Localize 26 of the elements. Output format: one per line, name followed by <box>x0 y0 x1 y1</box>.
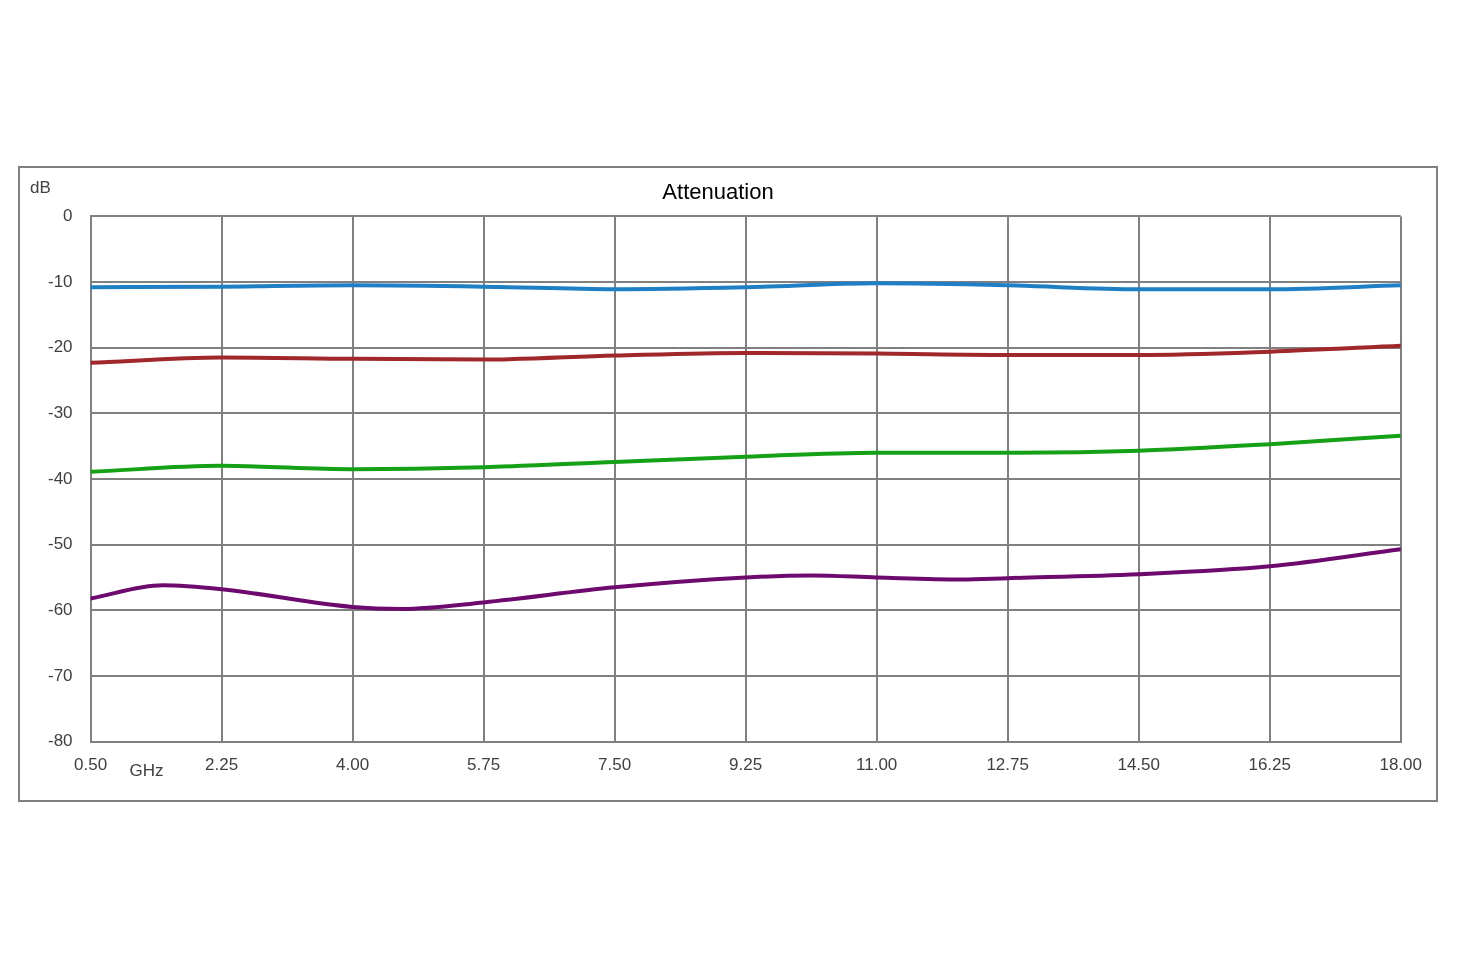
x-axis-title: GHz <box>129 760 164 780</box>
y-tick-label: -60 <box>47 599 73 619</box>
y-tick-label: -70 <box>47 665 73 685</box>
x-tick-label: 11.00 <box>856 755 898 775</box>
y-tick-label: -40 <box>47 468 73 488</box>
line-series <box>90 433 1401 474</box>
y-tick-label: -20 <box>47 337 73 357</box>
y-tick-label: -10 <box>47 271 73 291</box>
line-series <box>90 343 1401 365</box>
y-tick-label: -80 <box>47 731 73 751</box>
y-axis-title: dB <box>30 177 51 197</box>
x-tick-label: 2.25 <box>205 755 239 775</box>
x-tick-label: 4.00 <box>336 755 370 775</box>
x-tick-label: 7.50 <box>598 755 632 775</box>
x-tick-label: 12.75 <box>986 755 1029 775</box>
x-tick-label: 16.25 <box>1248 755 1291 775</box>
x-tick-label: 5.75 <box>467 755 501 775</box>
x-tick-label: 14.50 <box>1117 755 1160 775</box>
x-tick-label: 9.25 <box>729 755 763 775</box>
chart-title: Attenuation <box>662 179 774 205</box>
y-tick-label: 0 <box>63 206 73 226</box>
x-tick-label: 18.00 <box>1379 755 1422 775</box>
y-tick-label: -50 <box>47 534 73 554</box>
line-series <box>90 547 1401 611</box>
y-tick-label: -30 <box>47 403 73 423</box>
x-tick-label: 0.50 <box>74 755 108 775</box>
